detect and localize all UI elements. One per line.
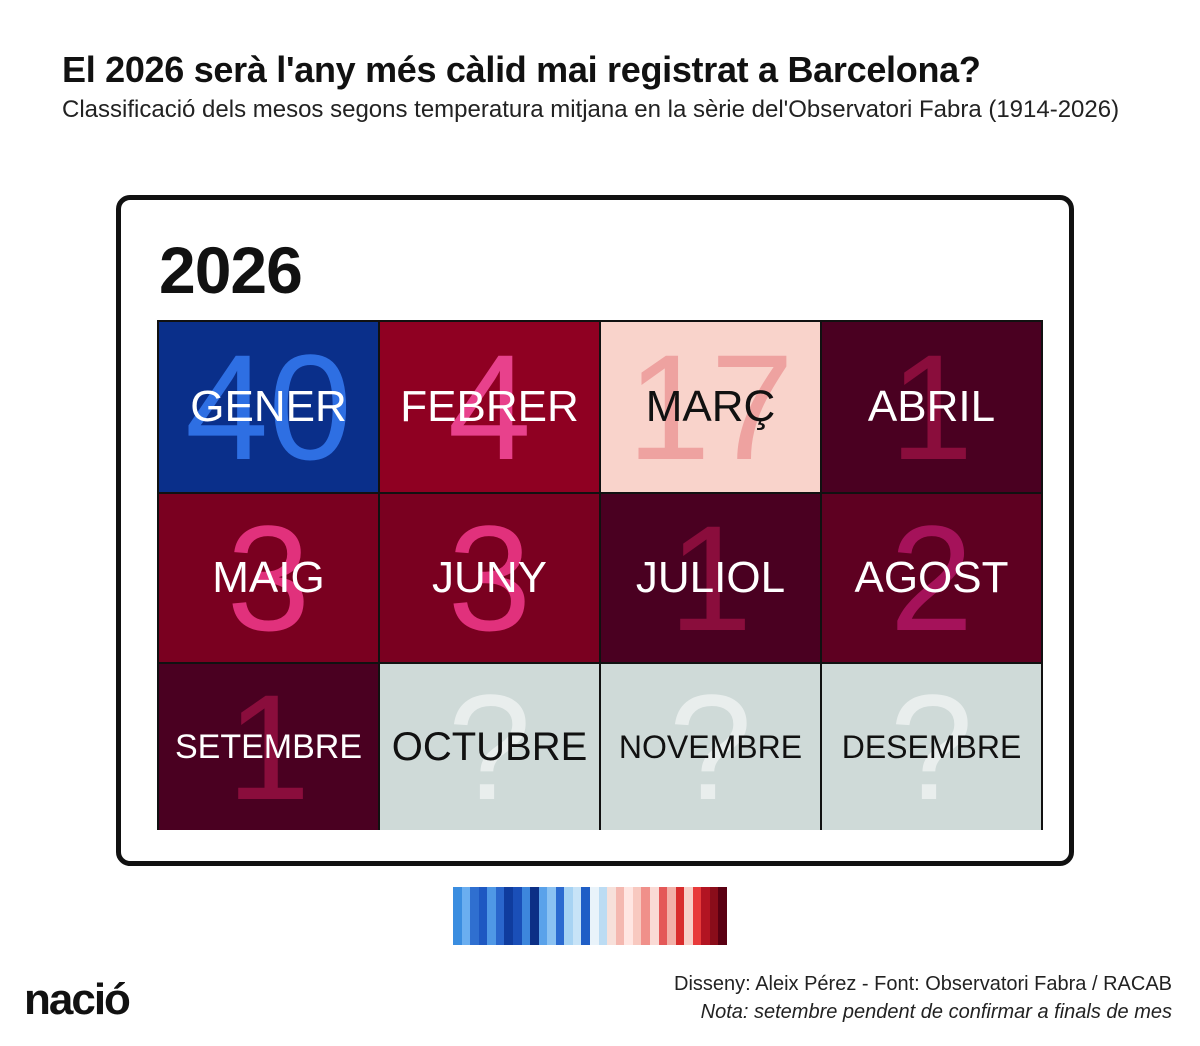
legend-stripe: [521, 887, 531, 945]
month-rank: 3: [226, 494, 311, 662]
legend-stripe: [649, 887, 659, 945]
legend-stripe: [581, 887, 590, 945]
legend-stripe: [675, 887, 685, 945]
month-name: DESEMBRE: [841, 729, 1022, 765]
month-name: MAIG: [212, 553, 325, 602]
month-name: SETEMBRE: [174, 728, 363, 766]
month-rank: ?: [447, 664, 532, 830]
month-cell: ? DESEMBRE: [822, 664, 1041, 830]
month-rank: 17: [627, 323, 794, 491]
month-cell: ? OCTUBRE: [380, 664, 599, 830]
note-line: Nota: setembre pendent de confirmar a fi…: [700, 1001, 1172, 1023]
month-cell: 1 JULIOL: [601, 494, 820, 662]
legend-stripe: [478, 887, 488, 945]
legend-stripe: [564, 887, 573, 945]
month-name: AGOST: [854, 553, 1009, 602]
month-cell: ? NOVEMBRE: [601, 664, 820, 830]
legend-stripe: [641, 887, 650, 945]
calendar-card: 2026 40 GENER 4 FEBRER 17 MARÇ 1 ABRIL 3 MAIG 3 JUN…: [116, 195, 1074, 866]
legend-stripe: [453, 887, 462, 945]
month-rank: ?: [668, 664, 753, 830]
month-cell: 1 SETEMBRE: [159, 664, 378, 830]
month-name: NOVEMBRE: [618, 729, 803, 765]
legend-stripe: [658, 887, 668, 945]
month-name: JULIOL: [635, 553, 786, 602]
month-rank: 3: [447, 494, 532, 662]
month-grid: 40 GENER 4 FEBRER 17 MARÇ 1 ABRIL 3 MAIG 3 JUNY 1 JUL…: [157, 320, 1043, 830]
month-cell: 17 MARÇ: [601, 322, 820, 492]
nacio-logo: nació: [24, 975, 131, 1024]
month-rank: 1: [668, 494, 753, 662]
month-rank: 1: [889, 323, 974, 491]
chart-title: El 2026 serà l'any més càlid mai registr…: [62, 49, 981, 90]
month-rank: 1: [226, 664, 311, 830]
legend-stripe: [590, 887, 599, 945]
year-label: 2026: [159, 233, 303, 307]
legend-stripe: [504, 887, 513, 945]
month-name: FEBRER: [400, 382, 579, 431]
legend-stripe: [684, 887, 693, 945]
month-cell: 40 GENER: [159, 322, 378, 492]
legend-stripe: [701, 887, 710, 945]
legend-stripe: [470, 887, 479, 945]
month-rank: 4: [447, 323, 532, 491]
legend-stripe: [538, 887, 548, 945]
credits-line: Disseny: Aleix Pérez - Font: Observatori…: [674, 973, 1172, 995]
legend-stripe: [512, 887, 522, 945]
legend-stripe: [615, 887, 625, 945]
month-name: JUNY: [432, 553, 547, 602]
legend-stripe: [667, 887, 676, 945]
legend-stripe: [487, 887, 496, 945]
warming-stripes-legend: [453, 887, 727, 945]
legend-stripe: [555, 887, 565, 945]
month-cell: 3 MAIG: [159, 494, 378, 662]
chart-subtitle: Classificació dels mesos segons temperat…: [62, 96, 1120, 123]
month-cell: 3 JUNY: [380, 494, 599, 662]
month-rank: ?: [889, 664, 974, 830]
month-name: ABRIL: [867, 382, 996, 431]
month-name: OCTUBRE: [391, 725, 588, 769]
legend-stripe: [624, 887, 633, 945]
legend-stripe: [547, 887, 556, 945]
legend-stripe: [607, 887, 616, 945]
month-cell: 1 ABRIL: [822, 322, 1041, 492]
month-rank: 40: [185, 323, 352, 491]
month-rank: 2: [889, 494, 974, 662]
legend-stripe: [598, 887, 608, 945]
credits: Disseny: Aleix Pérez - Font: Observatori…: [674, 970, 1172, 1026]
legend-stripe: [718, 887, 727, 945]
month-name: GENER: [190, 382, 347, 431]
month-cell: 4 FEBRER: [380, 322, 599, 492]
legend-stripe: [495, 887, 505, 945]
legend-stripe: [709, 887, 719, 945]
legend-stripe: [572, 887, 582, 945]
month-cell: 2 AGOST: [822, 494, 1041, 662]
legend-stripe: [461, 887, 471, 945]
month-name: MARÇ: [645, 382, 776, 431]
legend-stripe: [530, 887, 539, 945]
legend-stripe: [692, 887, 702, 945]
legend-stripe: [632, 887, 642, 945]
